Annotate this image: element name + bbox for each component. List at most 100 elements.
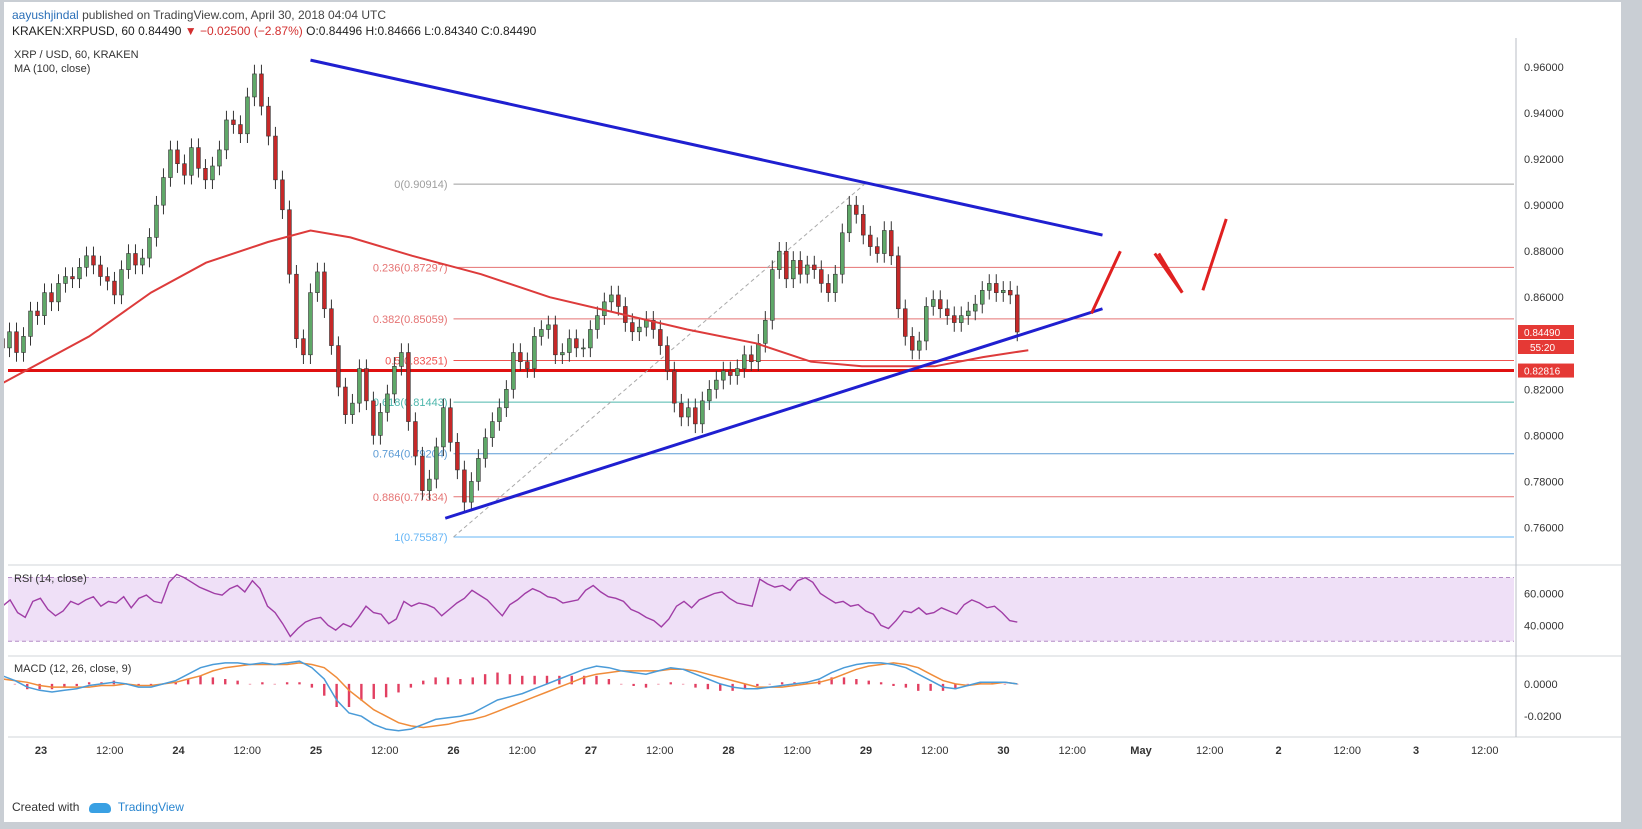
- bear-candle: [322, 262, 327, 318]
- bear-candle: [574, 329, 579, 358]
- countdown-badge: [1518, 340, 1574, 355]
- bull-candle: [392, 357, 397, 404]
- candle-body: [861, 214, 866, 236]
- bull-candle: [546, 315, 551, 339]
- time-axis: 23 12:00 24 12:00 25 12:00 26 12:00 27 12:00 28 12:…: [35, 38, 1517, 757]
- bull-candle: [777, 241, 782, 279]
- candle-body: [343, 386, 348, 415]
- fib-label: 0.382(0.85059): [373, 314, 448, 326]
- macd-histogram-bar: [917, 683, 920, 691]
- macd-histogram-bar: [236, 680, 239, 685]
- candle-body: [721, 370, 726, 381]
- candle-body: [231, 119, 236, 125]
- macd-title: MACD (12, 26, close, 9): [14, 663, 131, 675]
- bull-candle: [511, 343, 516, 399]
- candle-body: [1001, 290, 1006, 293]
- candle-body: [784, 250, 789, 280]
- bull-candle: [847, 195, 852, 242]
- bear-candle: [371, 391, 376, 445]
- candle-body: [154, 204, 159, 238]
- bear-candle: [665, 336, 670, 381]
- bear-candle: [868, 225, 873, 256]
- bull-candle: [588, 320, 593, 358]
- macd-histogram-bar: [545, 675, 549, 685]
- candle-body: [49, 292, 54, 303]
- fib-label: 0(0.90914): [394, 179, 447, 191]
- bull-candle: [161, 168, 166, 215]
- fib-label: 0.236(0.87297): [373, 262, 448, 274]
- macd-histogram-bar: [422, 680, 425, 685]
- bull-candle: [427, 469, 432, 500]
- macd-histogram-bar: [669, 682, 672, 685]
- bull-candle: [973, 294, 978, 321]
- candle-body: [126, 253, 131, 270]
- bull-candle: [840, 223, 845, 284]
- candle-body: [903, 308, 908, 337]
- bull-candle: [189, 138, 194, 185]
- candle-body: [420, 455, 425, 491]
- x-tick-label: 12:00: [1196, 745, 1224, 757]
- macd-histogram-bar: [323, 683, 326, 696]
- bear-candle: [952, 306, 957, 332]
- support-badge: [1518, 363, 1574, 378]
- author-link[interactable]: aayushjindal: [12, 8, 79, 22]
- bear-candle: [784, 241, 789, 289]
- fib-label: 1(0.75587): [394, 532, 447, 544]
- candle-body: [581, 347, 586, 350]
- last-price-label: 0.84490: [1524, 328, 1561, 339]
- y-tick-label: 0.76000: [1524, 522, 1564, 534]
- macd-histogram-bar: [13, 683, 17, 685]
- candle-body: [112, 280, 117, 296]
- publish-header: aayushjindal published on TradingView.co…: [12, 8, 386, 22]
- candle-body: [917, 340, 922, 351]
- last-price: 0.84490: [138, 24, 182, 38]
- bear-candle: [49, 283, 54, 312]
- macd-signal-line: [4, 662, 1018, 729]
- macd-histogram-bar: [743, 683, 747, 690]
- bear-candle: [448, 398, 453, 452]
- bear-candle: [133, 244, 138, 275]
- down-arrow-icon: ▼: [184, 24, 197, 38]
- bull-candle: [126, 244, 131, 279]
- candle-body: [357, 368, 362, 404]
- macd-histogram-bar: [521, 675, 524, 685]
- bull-candle: [917, 331, 922, 360]
- macd-tick-label: 0.0000: [1524, 679, 1558, 691]
- candle-body: [665, 345, 670, 372]
- x-tick-label: 25: [310, 745, 322, 757]
- bull-candle: [378, 403, 383, 445]
- macd-histogram-bar: [174, 682, 177, 685]
- candle-body: [616, 294, 621, 307]
- candle-body: [287, 209, 292, 275]
- x-tick-label: 12:00: [508, 745, 536, 757]
- bull-candle: [560, 343, 565, 365]
- candle-body: [259, 73, 264, 107]
- candle-body: [756, 342, 761, 363]
- bear-candle: [35, 301, 40, 325]
- candle-body: [280, 179, 285, 211]
- candle-body: [35, 310, 40, 316]
- trendline: [310, 58, 1103, 237]
- y-tick-label: 0.80000: [1524, 430, 1564, 442]
- bull-candle: [119, 260, 124, 305]
- bear-candle: [343, 377, 348, 424]
- bear-candle: [861, 205, 866, 245]
- macd-tick-label: -0.0200: [1524, 711, 1561, 723]
- tradingview-brand[interactable]: TradingView: [117, 800, 184, 814]
- candle-body: [868, 234, 873, 247]
- bear-candle: [826, 274, 831, 302]
- candle-body: [567, 338, 572, 353]
- candle-body: [812, 264, 817, 270]
- published-text: published on TradingView.com, April 30, …: [82, 8, 387, 22]
- candle-body: [469, 481, 474, 503]
- bear-candle: [203, 159, 208, 190]
- candle-body: [322, 271, 327, 310]
- candle-body: [329, 308, 334, 346]
- bull-candle: [504, 380, 509, 417]
- bear-candle: [672, 361, 677, 413]
- x-tick-label: 12:00: [371, 745, 399, 757]
- bull-candle: [224, 110, 229, 160]
- chart-canvas[interactable]: XRP / USD, 60, KRAKEN MA (100, close) 0.76…: [4, 2, 1621, 790]
- y-tick-label: 0.78000: [1524, 476, 1564, 488]
- bear-candle: [896, 246, 901, 318]
